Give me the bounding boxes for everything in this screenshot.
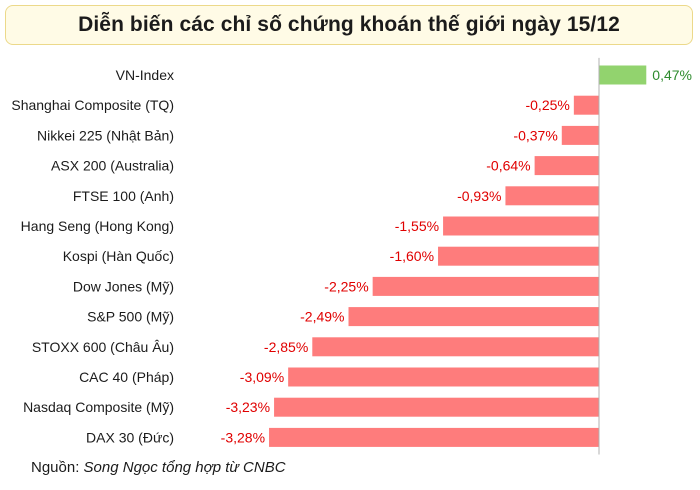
bar	[438, 246, 599, 266]
bar	[372, 276, 599, 296]
category-label: Kospi (Hàn Quốc)	[63, 248, 174, 264]
value-label: -1,60%	[390, 248, 434, 264]
category-label: ASX 200 (Australia)	[51, 158, 174, 174]
bar	[269, 427, 599, 447]
value-label: -0,37%	[513, 127, 557, 143]
bar	[534, 156, 599, 176]
category-label: STOXX 600 (Châu Âu)	[32, 339, 174, 355]
source-text: Song Ngọc tổng hợp từ CNBC	[83, 459, 286, 476]
value-label: -2,85%	[264, 339, 308, 355]
bar	[443, 216, 599, 236]
bar	[274, 397, 599, 417]
category-label: CAC 40 (Pháp)	[79, 369, 174, 385]
value-label: 0,47%	[652, 67, 692, 83]
source-note: Nguồn: Song Ngọc tổng hợp từ CNBC	[31, 459, 286, 476]
bar	[288, 367, 599, 387]
bar	[505, 186, 599, 206]
category-label: Shanghai Composite (TQ)	[11, 97, 174, 113]
category-label: VN-Index	[116, 67, 174, 83]
value-label: -2,49%	[300, 309, 344, 325]
value-label: -3,09%	[240, 369, 284, 385]
category-label: FTSE 100 (Anh)	[73, 188, 174, 204]
bar	[599, 65, 647, 85]
bar	[312, 337, 599, 357]
source-label: Nguồn:	[31, 459, 84, 476]
chart-title: Diễn biến các chỉ số chứng khoán thế giớ…	[78, 13, 620, 36]
value-label: -0,93%	[457, 188, 501, 204]
category-label: Hang Seng (Hong Kong)	[21, 218, 174, 234]
value-label: -3,28%	[221, 429, 265, 445]
category-label: Dow Jones (Mỹ)	[73, 278, 174, 294]
value-label: -0,64%	[486, 158, 530, 174]
value-label: -3,23%	[226, 399, 270, 415]
bar	[348, 307, 599, 327]
category-label: S&P 500 (Mỹ)	[87, 309, 174, 325]
category-label: Nikkei 225 (Nhật Bản)	[37, 127, 174, 143]
value-label: -0,25%	[525, 97, 569, 113]
value-label: -2,25%	[324, 278, 368, 294]
value-label: -1,55%	[395, 218, 439, 234]
title-box: Diễn biến các chỉ số chứng khoán thế giớ…	[5, 5, 693, 45]
category-label: Nasdaq Composite (Mỹ)	[23, 399, 174, 415]
bar	[573, 95, 599, 115]
category-label: DAX 30 (Đức)	[86, 429, 174, 445]
bar	[561, 125, 599, 145]
